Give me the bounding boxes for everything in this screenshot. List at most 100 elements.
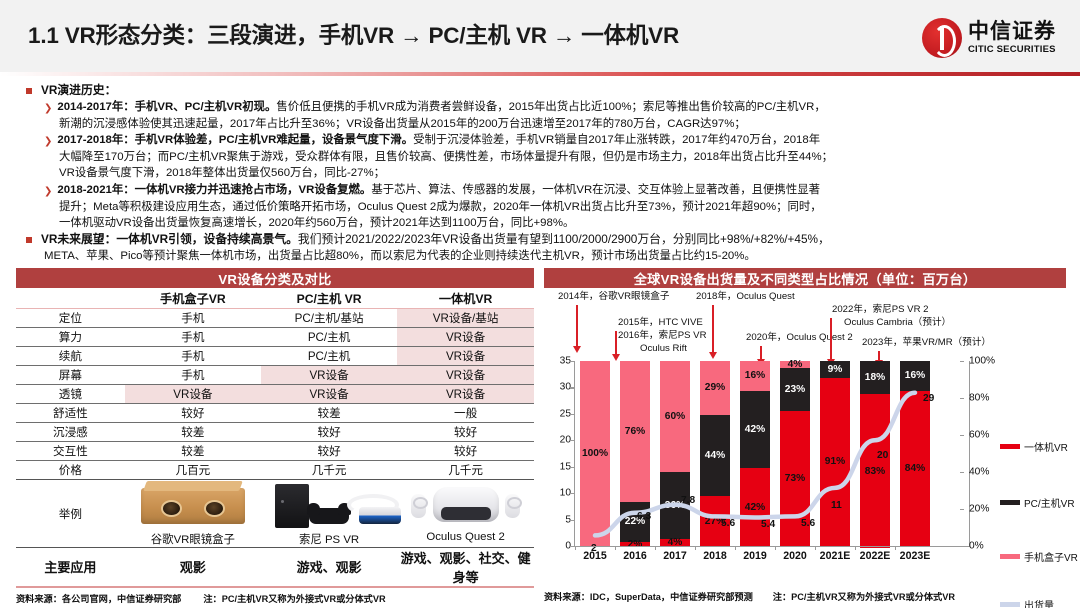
annotation-arrow-2018 xyxy=(709,305,716,359)
x-tick-label: 2019 xyxy=(743,550,767,562)
chart-plot: 0 5 10 15 20 25 30 35 100% 76% 22% 2% 60% 36% 4% 29% 44… xyxy=(544,356,1078,608)
legend-label: 一体机VR xyxy=(1024,443,1068,454)
bar-segment: 9% xyxy=(820,361,850,378)
x-tick-mark xyxy=(815,545,817,550)
chevron-bullet-icon: ❯ xyxy=(44,185,53,197)
y-tick-left: 35 xyxy=(559,355,571,367)
ps-vr-icon xyxy=(261,482,401,530)
annotation-2015: 2015年，HTC VIVE xyxy=(618,317,703,328)
table-example-label: 举例 xyxy=(58,508,82,521)
chart-legend: 一体机VR PC/主机VR 手机盒子VR 出货量 xyxy=(1000,433,1078,608)
table-example-caption: Oculus Quest 2 xyxy=(426,530,505,543)
bar-segment: 83% xyxy=(860,394,890,548)
bar-segment: 44% xyxy=(700,414,730,497)
bullet-2017-2018-line1: 2017-2018年：手机VR体验差，PC/主机VR难起量，设备景气度下滑。受制… xyxy=(57,132,820,148)
table-row-label: 交互性 xyxy=(52,444,88,458)
chart-annotations: 2014年，谷歌VR眼镜盒子 2015年，HTC VIVE 2016年，索尼PS… xyxy=(544,289,1066,367)
annotation-arrow-2015 xyxy=(612,331,619,361)
bullet-2018-2021-line1: 2018-2021年：一体机VR接力并迅速抢占市场，VR设备复燃。基于芯片、算法… xyxy=(57,182,820,198)
header-divider xyxy=(0,72,1080,76)
table-source: 资料来源：各公司官网，中信证券研究部 xyxy=(16,593,182,604)
x-tick-label: 2018 xyxy=(703,550,727,562)
y-tick-right: 60% xyxy=(969,429,990,441)
table-apply-cell: 游戏、观影 xyxy=(296,560,362,575)
x-tick-label: 2016 xyxy=(623,550,647,562)
x-tick-mark xyxy=(615,545,617,550)
legend-item[interactable]: 出货量 xyxy=(1000,597,1054,608)
table-header-row: 手机盒子VR PC/主机 VR 一体机VR xyxy=(16,288,534,308)
bullet-2014-2017-rest: 售价低且便携的手机VR成为消费者尝鲜设备，2015年出货占比近100%；索尼等推… xyxy=(276,100,826,113)
y-tick-mark xyxy=(570,413,574,416)
y-tick-mark xyxy=(960,398,964,400)
table-cell: VR设备 xyxy=(397,384,534,403)
y-tick-left: 15 xyxy=(559,461,571,473)
line-point-label: 20 xyxy=(877,450,889,462)
y-axis-right: 0% 20% 40% 60% 80% 100% xyxy=(960,356,1000,552)
bullet-2018-2021-line3: 一体机驱动VR设备出货量恢复高速增长，2020年约560万台，预计2021年达到… xyxy=(59,216,575,229)
table-header-0 xyxy=(16,288,125,308)
table-row-label: 透镜 xyxy=(58,387,82,401)
annotation-2016: 2016年，索尼PS VR xyxy=(618,330,707,341)
bullet-2017-2018-bold: 2017-2018年：手机VR体验差，PC/主机VR难起量，设备景气度下滑。 xyxy=(57,134,414,147)
y-tick-right: 0% xyxy=(969,540,984,552)
bar-segment: 4% xyxy=(660,537,690,548)
annotation-arrow-2023 xyxy=(875,351,882,367)
logo-text-en: CITIC SECURITIES xyxy=(968,44,1056,56)
bar-segment: 60% xyxy=(660,361,690,472)
comparison-table-title: VR设备分类及对比 xyxy=(16,268,534,288)
bullet-level2-2018-2021: ❯ 2018-2021年：一体机VR接力并迅速抢占市场，VR设备复燃。基于芯片、… xyxy=(44,182,1066,199)
y-tick-right: 20% xyxy=(969,503,990,515)
cardboard-vr-icon xyxy=(125,480,261,530)
table-cell: VR设备 xyxy=(260,365,398,384)
table-cell: VR设备/基站 xyxy=(397,308,534,327)
x-tick-label: 2020 xyxy=(783,550,807,562)
y-tick-mark xyxy=(960,361,964,363)
table-example-cell: 索尼 PS VR xyxy=(261,479,401,547)
legend-item[interactable]: PC/主机VR xyxy=(1000,495,1075,510)
table-header-3: 一体机VR xyxy=(438,291,493,306)
table-row-label: 续航 xyxy=(58,349,82,363)
table-row: 沉浸感 较差 较好 较好 xyxy=(16,422,534,441)
bullet-2014-2017-line1: 2014-2017年：手机VR、PC/主机VR初现。售价低且便携的手机VR成为消… xyxy=(57,99,825,115)
y-tick-mark xyxy=(570,546,574,548)
bar-segment: 91% xyxy=(820,377,850,546)
table-cell: 较好 xyxy=(454,425,478,439)
legend-label: 手机盒子VR xyxy=(1024,553,1078,564)
table-cell: 较好 xyxy=(317,444,341,458)
y-tick-left: 30 xyxy=(559,381,571,393)
bar-segment: 16% xyxy=(900,361,930,391)
table-cell: 较差 xyxy=(181,444,205,458)
table-cell: VR设备 xyxy=(397,346,534,365)
table-row: 续航 手机 PC/主机 VR设备 xyxy=(16,346,534,365)
chevron-bullet-icon: ❯ xyxy=(44,102,53,114)
y-tick-right: 80% xyxy=(969,392,990,404)
table-example-cell: 谷歌VR眼镜盒子 xyxy=(125,479,261,547)
chart-note: 注：PC/主机VR又称为外接式VR或分体式VR xyxy=(772,592,956,602)
legend-label: 出货量 xyxy=(1024,601,1054,608)
table-row: 透镜 VR设备 VR设备 VR设备 xyxy=(16,384,534,403)
table-example-caption: 索尼 PS VR xyxy=(299,533,360,546)
x-tick-label: 2022E xyxy=(859,550,891,562)
bullet-history-title: VR演进历史： xyxy=(41,83,117,97)
bar-column: 16% 84% xyxy=(900,361,930,546)
annotation-2022: 2022年，索尼PS VR 2 xyxy=(832,304,929,315)
table-cell: PC/主机 xyxy=(307,330,351,344)
bar-segment: 18% xyxy=(860,361,890,395)
annotation-oculus-cambria: Oculus Cambria（预计） xyxy=(844,317,952,328)
bullet-level2-2017-2018: ❯ 2017-2018年：手机VR体验差，PC/主机VR难起量，设备景气度下滑。… xyxy=(44,132,1066,149)
bullet-2018-2021-line2: 提升；Meta等积极建设应用生态，通过低价策略开拓市场，Oculus Quest… xyxy=(59,200,822,213)
legend-item[interactable]: 手机盒子VR xyxy=(1000,549,1078,564)
logo-text-cn: 中信证券 xyxy=(968,20,1056,44)
line-point-label: 11 xyxy=(831,499,842,511)
y-axis-right-line xyxy=(969,361,971,547)
legend-item[interactable]: 一体机VR xyxy=(1000,439,1068,454)
table-cell: 几千元 xyxy=(311,463,347,477)
table-cell: 较好 xyxy=(454,444,478,458)
x-tick-mark xyxy=(575,545,577,550)
y-axis-left-line xyxy=(574,361,576,547)
y-tick-mark xyxy=(960,435,964,437)
x-tick-mark xyxy=(735,545,737,550)
table-cell: 较好 xyxy=(317,425,341,439)
y-tick-mark xyxy=(960,546,964,548)
citic-logo-mark-icon xyxy=(922,18,962,58)
